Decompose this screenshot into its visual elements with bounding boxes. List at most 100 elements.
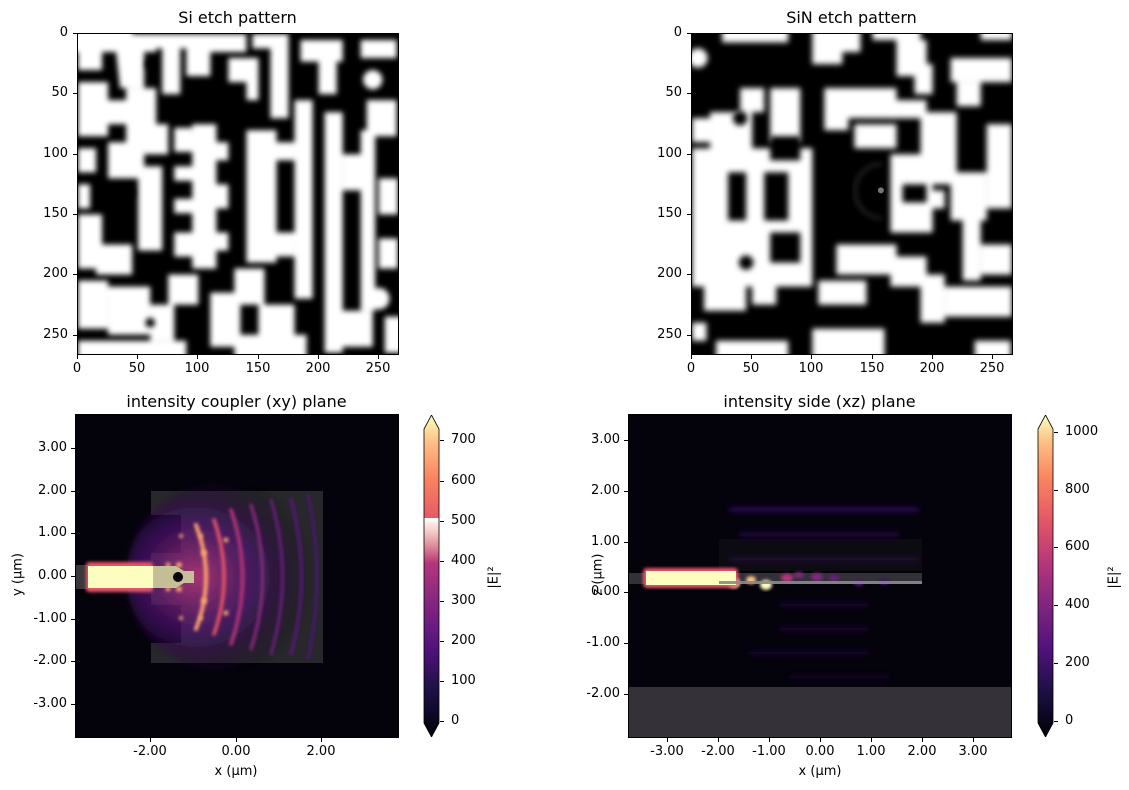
xy-colorbar — [423, 415, 440, 737]
xy-ytick-label: -3.00 — [33, 696, 67, 711]
xz-cbar-label: 800 — [1065, 482, 1090, 497]
si-xtick-label: 100 — [184, 361, 210, 376]
xy-ytick-label: -2.00 — [33, 653, 67, 668]
xy-xtick — [321, 738, 322, 742]
si-ytick — [73, 335, 77, 336]
xy-intensity-image — [75, 414, 399, 738]
xz-xtick-label: -3.00 — [650, 744, 684, 759]
xy-cbar-tick — [440, 561, 444, 562]
si-ytick-label: 150 — [43, 206, 68, 221]
xy-cbar-label: 200 — [451, 633, 476, 648]
xy-ytick-label: 2.00 — [38, 483, 67, 498]
sin-ytick-label: 50 — [665, 85, 682, 100]
xy-cbar-tick — [440, 681, 444, 682]
si-ytick-label: 200 — [43, 266, 68, 281]
xy-ytick — [71, 491, 75, 492]
xz-xtick — [718, 738, 719, 742]
xy-cbar-label: 0 — [451, 713, 460, 728]
xz-ytick — [624, 542, 628, 543]
xy-cbar-label: 600 — [451, 473, 476, 488]
si-ytick — [73, 33, 77, 34]
sin-xtick-label: 150 — [859, 361, 885, 376]
sin-xtick-label: 200 — [919, 361, 945, 376]
xy-cbar-label: 700 — [451, 432, 476, 447]
si-xtick-label: 250 — [365, 361, 391, 376]
xz-xtick — [820, 738, 821, 742]
xz-cbar-tick — [1054, 721, 1058, 722]
xz-xtick-label: 3.00 — [958, 744, 988, 759]
xz-ytick-label: 2.00 — [591, 483, 620, 498]
sin-etch-image — [691, 33, 1013, 355]
xz-ytick-label: -2.00 — [586, 686, 620, 701]
sin-xtick-label: 100 — [798, 361, 824, 376]
sin-xtick — [872, 355, 873, 359]
si-xtick — [77, 355, 78, 359]
si-ytick-label: 250 — [43, 327, 68, 342]
xz-xtick — [922, 738, 923, 742]
xz-xtick-label: 0.00 — [805, 744, 835, 759]
xz-xtick-label: -2.00 — [701, 744, 735, 759]
xy-cbar-tick — [440, 481, 444, 482]
sin-xtick — [751, 355, 752, 359]
xy-ylabel: y (µm) — [10, 553, 26, 596]
si-ytick-label: 100 — [43, 146, 68, 161]
xz-cbar-label: 0 — [1065, 713, 1074, 728]
sin-ytick — [687, 93, 691, 94]
xy-ytick — [71, 448, 75, 449]
xy-xtick-label: 2.00 — [306, 744, 336, 759]
sin-panel-title: SiN etch pattern — [786, 8, 917, 27]
xz-cbar-tick — [1054, 663, 1058, 664]
si-etch-image — [77, 33, 399, 355]
si-ytick — [73, 274, 77, 275]
sin-ytick-label: 0 — [673, 25, 682, 40]
sin-ytick — [687, 274, 691, 275]
xz-ytick-label: -1.00 — [586, 635, 620, 650]
xy-xtick — [150, 738, 151, 742]
xy-ytick — [71, 533, 75, 534]
xz-cbar-label: 600 — [1065, 539, 1090, 554]
xz-xtick — [871, 738, 872, 742]
xy-panel-title: intensity coupler (xy) plane — [126, 392, 347, 411]
si-xtick — [318, 355, 319, 359]
xy-cbar-tick — [440, 601, 444, 602]
xy-ytick-label: 3.00 — [38, 440, 67, 455]
si-xtick-label: 50 — [128, 361, 146, 376]
xz-ytick-label: 3.00 — [591, 432, 620, 447]
xy-cbar-label: 300 — [451, 593, 476, 608]
xy-cbar-label: 400 — [451, 553, 476, 568]
xz-cbar-label: 200 — [1065, 655, 1090, 670]
si-ytick-label: 0 — [59, 25, 68, 40]
sin-xtick-label: 0 — [686, 361, 696, 376]
xz-colorbar — [1037, 415, 1054, 737]
si-xtick-label: 200 — [305, 361, 331, 376]
xz-cbar-label: 1000 — [1065, 424, 1099, 439]
sin-ytick — [687, 154, 691, 155]
xz-intensity-image — [628, 414, 1012, 738]
xz-xlabel: x (µm) — [798, 764, 842, 779]
si-xtick-label: 0 — [72, 361, 82, 376]
xz-ytick — [624, 491, 628, 492]
xz-xtick-label: 2.00 — [907, 744, 937, 759]
xy-ytick — [71, 661, 75, 662]
xz-xtick — [667, 738, 668, 742]
xz-cbar-tick — [1054, 605, 1058, 606]
xz-xtick — [769, 738, 770, 742]
xy-xlabel: x (µm) — [214, 764, 258, 779]
xy-ytick — [71, 619, 75, 620]
xy-cbar-tick — [440, 721, 444, 722]
si-ytick-label: 50 — [51, 85, 68, 100]
si-xtick — [137, 355, 138, 359]
xz-ytick — [624, 643, 628, 644]
xz-cbar-tick — [1054, 432, 1058, 433]
xz-cbar-label: 400 — [1065, 597, 1090, 612]
sin-xtick — [691, 355, 692, 359]
xy-xtick-label: -2.00 — [133, 744, 167, 759]
xz-xtick-label: -1.00 — [752, 744, 786, 759]
xy-ytick — [71, 704, 75, 705]
xz-cbar-title: |E|² — [1106, 566, 1122, 589]
si-xtick — [197, 355, 198, 359]
xz-panel-title: intensity side (xz) plane — [723, 392, 916, 411]
xy-ytick-label: 1.00 — [38, 525, 67, 540]
xy-cbar-label: 100 — [451, 673, 476, 688]
xy-xtick — [236, 738, 237, 742]
